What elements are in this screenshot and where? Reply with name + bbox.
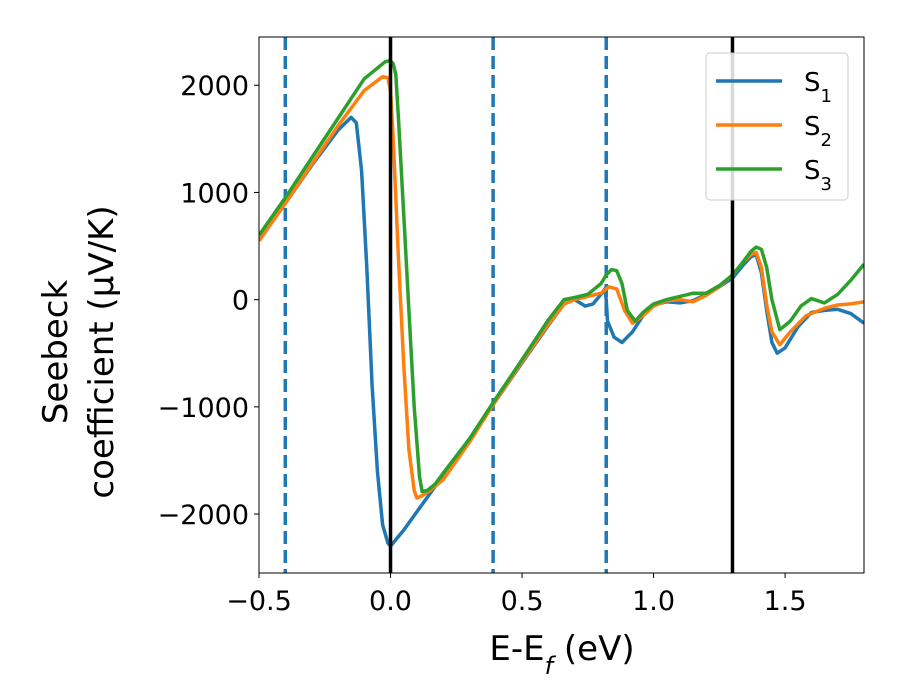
plot-border	[258, 36, 865, 574]
series-line-s3	[259, 58, 864, 494]
x-tick-label: 0.5	[501, 586, 544, 617]
legend-label-main: S	[804, 156, 821, 186]
legend-label-s1: S1	[804, 68, 832, 107]
y-tick-label: 0	[232, 286, 249, 317]
legend-label-sub: 2	[821, 130, 832, 151]
y-axis-label: Seebeck coefficient (μV/K)	[36, 205, 122, 498]
x-tick-label: 0.0	[369, 586, 412, 617]
plot-frame	[258, 36, 865, 574]
legend-label-sub: 1	[821, 86, 832, 107]
legend-label-main: S	[804, 68, 821, 98]
legend-label-sub: 3	[821, 174, 832, 195]
x-tick-label: 1.5	[764, 586, 807, 617]
y-tick-label: 2000	[180, 71, 249, 102]
x-axis-label-unit: (eV)	[553, 629, 635, 669]
y-tick-label: 1000	[180, 178, 249, 209]
legend-label-main: S	[804, 112, 821, 142]
y-axis-label-line2: coefficient (μV/K)	[82, 205, 122, 498]
y-axis-label-line1: Seebeck	[36, 280, 76, 425]
y-ticks: −2000 −1000 0 1000 2000	[158, 71, 259, 531]
x-axis-label: E-Ef (eV)	[489, 629, 634, 680]
legend-label-s2: S2	[804, 112, 832, 151]
x-tick-label: 1.0	[632, 586, 675, 617]
x-tick-label: −0.5	[226, 586, 292, 617]
y-tick-label: −2000	[158, 500, 249, 531]
y-tick-label: −1000	[158, 393, 249, 424]
x-ticks: −0.5 0.0 0.5 1.0 1.5	[226, 573, 807, 617]
x-axis-label-prefix: E-E	[489, 629, 544, 669]
series-line-s2	[259, 74, 864, 500]
legend-label-s3: S3	[804, 156, 832, 195]
